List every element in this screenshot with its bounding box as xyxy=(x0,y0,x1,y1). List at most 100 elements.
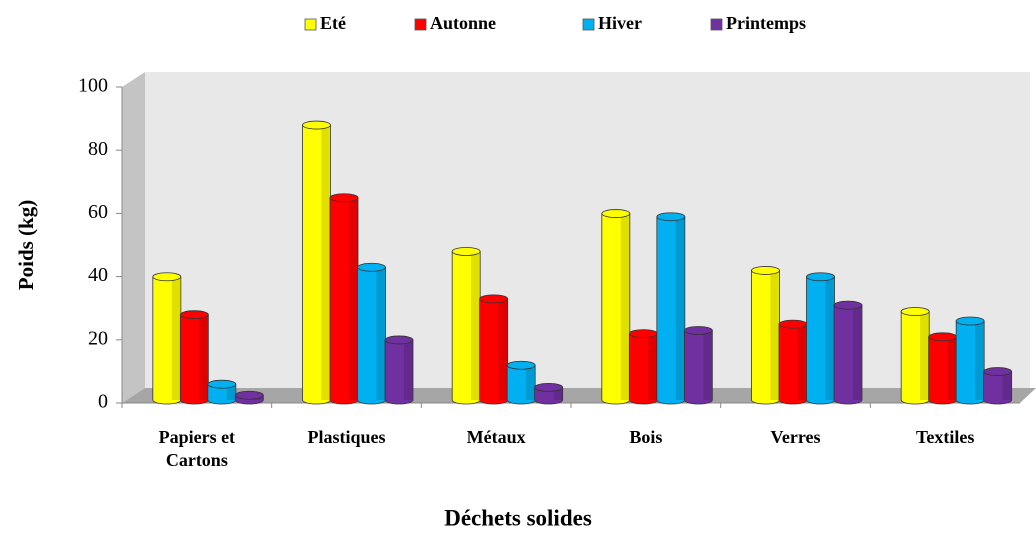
bar-shade xyxy=(171,276,181,400)
bar-shade xyxy=(226,384,236,400)
bar-top xyxy=(534,382,564,392)
legend-label: Autonne xyxy=(430,13,496,33)
bar-top xyxy=(302,120,331,130)
legend-label: Eté xyxy=(320,13,346,33)
bar-body xyxy=(833,304,863,405)
bar-top xyxy=(928,332,958,342)
bar-top xyxy=(152,272,182,282)
bar-top xyxy=(601,209,631,218)
bar-top xyxy=(778,319,808,329)
bar-top xyxy=(179,310,209,320)
bar-shade xyxy=(620,213,630,400)
bar xyxy=(479,294,509,405)
bar-top xyxy=(357,262,386,272)
bar-top xyxy=(207,379,237,389)
bar xyxy=(601,209,631,405)
back-wall xyxy=(145,72,1030,388)
bar xyxy=(955,316,985,405)
bar-shade xyxy=(498,298,507,400)
bar-top xyxy=(751,266,780,275)
bar-shade xyxy=(852,305,862,400)
bar-top xyxy=(479,294,509,304)
y-tick-label: 0 xyxy=(98,391,108,413)
bar-top xyxy=(656,212,686,222)
y-tick-label: 80 xyxy=(88,138,108,160)
bar-shade xyxy=(321,125,330,400)
bar-shade xyxy=(947,336,956,400)
legend-swatch xyxy=(414,18,427,31)
bar-body xyxy=(384,339,414,405)
bar-top xyxy=(833,300,863,310)
bar xyxy=(534,382,564,405)
bar-shade xyxy=(825,276,834,400)
bar xyxy=(329,193,359,405)
x-tick-label: Papiers et Cartons xyxy=(158,427,236,470)
x-tick-label: Bois xyxy=(629,427,663,447)
bar-shade xyxy=(348,197,358,400)
bar xyxy=(234,390,264,405)
bar xyxy=(207,379,237,405)
bar-body xyxy=(683,330,713,405)
bar xyxy=(683,326,713,405)
bar-shade xyxy=(703,330,712,400)
bar-top xyxy=(384,335,414,345)
y-tick-label: 40 xyxy=(88,264,108,286)
bar xyxy=(656,212,686,405)
x-tick-label: Verres xyxy=(770,427,821,447)
x-axis-label: Déchets solides xyxy=(444,505,592,530)
legend-label: Hiver xyxy=(598,13,642,33)
bar-shade xyxy=(648,333,657,400)
bar-shade xyxy=(770,270,779,400)
bar-shade xyxy=(1002,371,1011,400)
bar xyxy=(900,307,930,405)
bar-shade xyxy=(797,324,807,400)
bar-top xyxy=(683,326,713,335)
bar-shade xyxy=(376,267,385,400)
bar-shade xyxy=(975,321,984,400)
x-tick-label: Textiles xyxy=(915,427,975,447)
bar-top xyxy=(234,390,264,400)
y-tick-label: 20 xyxy=(88,327,108,349)
legend-swatch xyxy=(710,18,723,31)
bar xyxy=(152,272,182,405)
bar xyxy=(179,310,209,405)
bar xyxy=(751,266,780,405)
y-tick-label: 60 xyxy=(88,201,108,223)
bar xyxy=(628,329,658,405)
bar xyxy=(983,367,1013,405)
bar-shade xyxy=(553,387,562,400)
y-tick-label: 100 xyxy=(78,75,108,97)
bar-shade xyxy=(526,365,535,400)
bar-shade xyxy=(199,314,208,400)
bar-top xyxy=(983,367,1013,376)
x-tick-label: Plastiques xyxy=(307,427,386,447)
y-axis-label: Poids (kg) xyxy=(14,200,38,290)
bar-shade xyxy=(675,216,685,400)
bar xyxy=(928,332,958,405)
bar-top xyxy=(451,247,481,256)
bar-body xyxy=(534,386,564,405)
bar-shade xyxy=(920,311,929,400)
bar-top xyxy=(806,272,835,282)
bar xyxy=(778,319,808,405)
bar xyxy=(451,247,481,405)
bar-shade xyxy=(471,251,480,400)
bar-body xyxy=(983,371,1013,405)
bar-top xyxy=(329,193,359,203)
bar-top xyxy=(900,307,930,316)
x-tick-label: Métaux xyxy=(466,427,526,447)
side-wall xyxy=(122,72,145,403)
bar xyxy=(506,360,536,405)
legend-swatch xyxy=(304,18,317,31)
bar xyxy=(833,300,863,405)
bar-shade xyxy=(403,339,413,400)
bar-top xyxy=(955,316,985,326)
bar xyxy=(302,120,331,405)
bar-top xyxy=(506,360,536,370)
legend-swatch xyxy=(582,18,595,31)
bar-top xyxy=(628,329,658,339)
bar xyxy=(384,335,414,405)
bar xyxy=(357,262,386,405)
